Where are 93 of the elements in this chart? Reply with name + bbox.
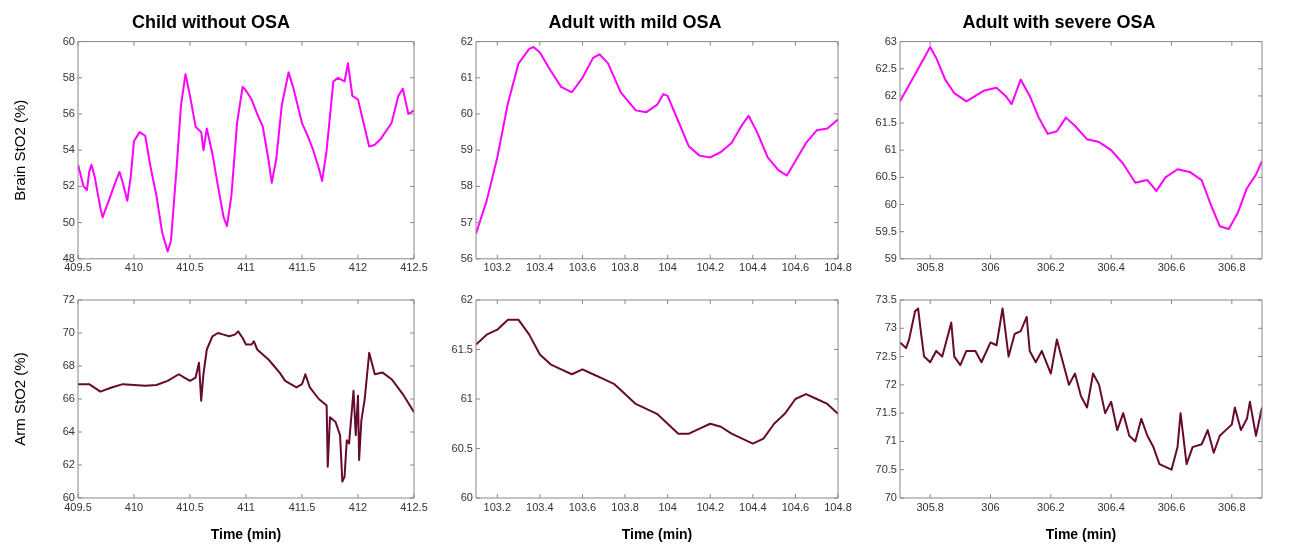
y-tick-label: 58 xyxy=(62,70,75,83)
x-tick-label: 412.5 xyxy=(400,500,428,513)
y-tick-label: 66 xyxy=(62,392,75,405)
x-tick-label: 103.4 xyxy=(526,500,554,513)
y-tick-label: 62.5 xyxy=(875,61,897,74)
x-axis-title: Time (min) xyxy=(621,526,693,543)
y-tick-label: 61.5 xyxy=(875,116,897,129)
x-axis-title: Time (min) xyxy=(210,526,282,543)
x-tick-label: 104 xyxy=(658,261,677,274)
x-tick-label: 410 xyxy=(124,261,144,274)
y-tick-label: 60 xyxy=(460,491,473,504)
y-tick-label: 48 xyxy=(62,251,75,264)
x-tick-label: 104.8 xyxy=(824,261,852,274)
x-tick-label: 412 xyxy=(348,500,368,513)
y-tick-label: 60.5 xyxy=(451,441,473,454)
x-tick-label: 306.6 xyxy=(1157,261,1186,274)
chart-title: Child without OSA xyxy=(132,11,290,32)
y-tick-label: 60 xyxy=(460,107,473,120)
y-tick-label: 56 xyxy=(460,251,473,264)
y-tick-label: 54 xyxy=(62,143,75,156)
x-tick-label: 306.2 xyxy=(1037,500,1065,513)
x-tick-label: 104 xyxy=(658,500,677,513)
y-tick-label: 62 xyxy=(460,34,473,47)
y-tick-label: 56 xyxy=(62,107,75,120)
y-tick-label: 61 xyxy=(460,70,473,83)
x-tick-label: 411.5 xyxy=(288,500,316,513)
chart-title: Adult with mild OSA xyxy=(548,11,722,32)
x-tick-label: 104.4 xyxy=(739,500,767,513)
x-tick-label: 104.6 xyxy=(781,261,810,274)
y-tick-label: 60 xyxy=(884,197,897,210)
x-tick-label: 103.6 xyxy=(568,500,597,513)
x-tick-label: 103.8 xyxy=(611,500,639,513)
x-tick-label: 104.8 xyxy=(824,500,852,513)
x-tick-label: 103.2 xyxy=(483,261,512,274)
y-tick-label: 73 xyxy=(884,321,897,334)
y-tick-label: 63 xyxy=(884,34,897,47)
x-tick-label: 305.8 xyxy=(916,500,944,513)
y-tick-label: 72 xyxy=(884,377,897,390)
x-tick-label: 103.2 xyxy=(483,500,512,513)
x-tick-label: 409.5 xyxy=(64,261,92,274)
x-tick-label: 410 xyxy=(124,500,144,513)
x-tick-label: 306 xyxy=(981,500,1000,513)
y-tick-label: 59 xyxy=(884,251,897,264)
x-tick-label: 306.2 xyxy=(1037,261,1065,274)
y-tick-label: 62 xyxy=(884,88,897,101)
x-tick-label: 104.6 xyxy=(781,500,810,513)
y-axis-title: Arm StO2 (%) xyxy=(11,352,29,446)
y-tick-label: 72 xyxy=(62,293,75,306)
x-tick-label: 103.4 xyxy=(526,261,554,274)
x-tick-label: 412.5 xyxy=(400,261,428,274)
x-tick-label: 305.8 xyxy=(916,261,944,274)
y-axis-title: Brain StO2 (%) xyxy=(11,99,29,201)
x-tick-label: 411 xyxy=(237,500,255,513)
x-tick-label: 103.6 xyxy=(568,261,597,274)
y-tick-label: 59.5 xyxy=(875,224,897,237)
y-tick-label: 52 xyxy=(62,179,75,192)
y-tick-label: 62 xyxy=(62,458,75,471)
y-tick-label: 61.5 xyxy=(451,342,473,355)
y-tick-label: 70 xyxy=(62,326,75,339)
x-tick-label: 104.2 xyxy=(696,500,724,513)
x-tick-label: 306.6 xyxy=(1157,500,1186,513)
y-tick-label: 71.5 xyxy=(875,406,897,419)
chart-title: Adult with severe OSA xyxy=(962,11,1156,32)
y-tick-label: 58 xyxy=(460,179,473,192)
y-tick-label: 61 xyxy=(460,392,473,405)
x-tick-label: 411 xyxy=(237,261,255,274)
y-tick-label: 60.5 xyxy=(875,170,897,183)
y-tick-label: 59 xyxy=(460,143,473,156)
x-tick-label: 411.5 xyxy=(288,261,316,274)
y-tick-label: 60 xyxy=(62,34,75,47)
y-tick-label: 70.5 xyxy=(875,462,897,475)
x-tick-label: 306 xyxy=(981,261,1000,274)
x-tick-label: 306.4 xyxy=(1097,500,1125,513)
y-tick-label: 61 xyxy=(884,143,897,156)
y-tick-label: 73.5 xyxy=(875,293,897,306)
y-tick-label: 70 xyxy=(884,491,897,504)
x-tick-label: 306.8 xyxy=(1218,500,1246,513)
x-tick-label: 410.5 xyxy=(176,500,204,513)
y-tick-label: 64 xyxy=(62,425,75,438)
x-tick-label: 306.8 xyxy=(1218,261,1246,274)
x-tick-label: 104.4 xyxy=(739,261,767,274)
y-tick-label: 57 xyxy=(460,215,473,228)
y-tick-label: 71 xyxy=(884,434,897,447)
x-tick-label: 412 xyxy=(348,261,368,274)
y-tick-label: 62 xyxy=(460,293,473,306)
y-tick-label: 68 xyxy=(62,359,75,372)
x-tick-label: 410.5 xyxy=(176,261,204,274)
y-tick-label: 50 xyxy=(62,215,75,228)
x-tick-label: 306.4 xyxy=(1097,261,1125,274)
y-tick-label: 72.5 xyxy=(875,349,897,362)
x-tick-label: 104.2 xyxy=(696,261,724,274)
x-axis-title: Time (min) xyxy=(1045,526,1117,543)
x-tick-label: 103.8 xyxy=(611,261,639,274)
